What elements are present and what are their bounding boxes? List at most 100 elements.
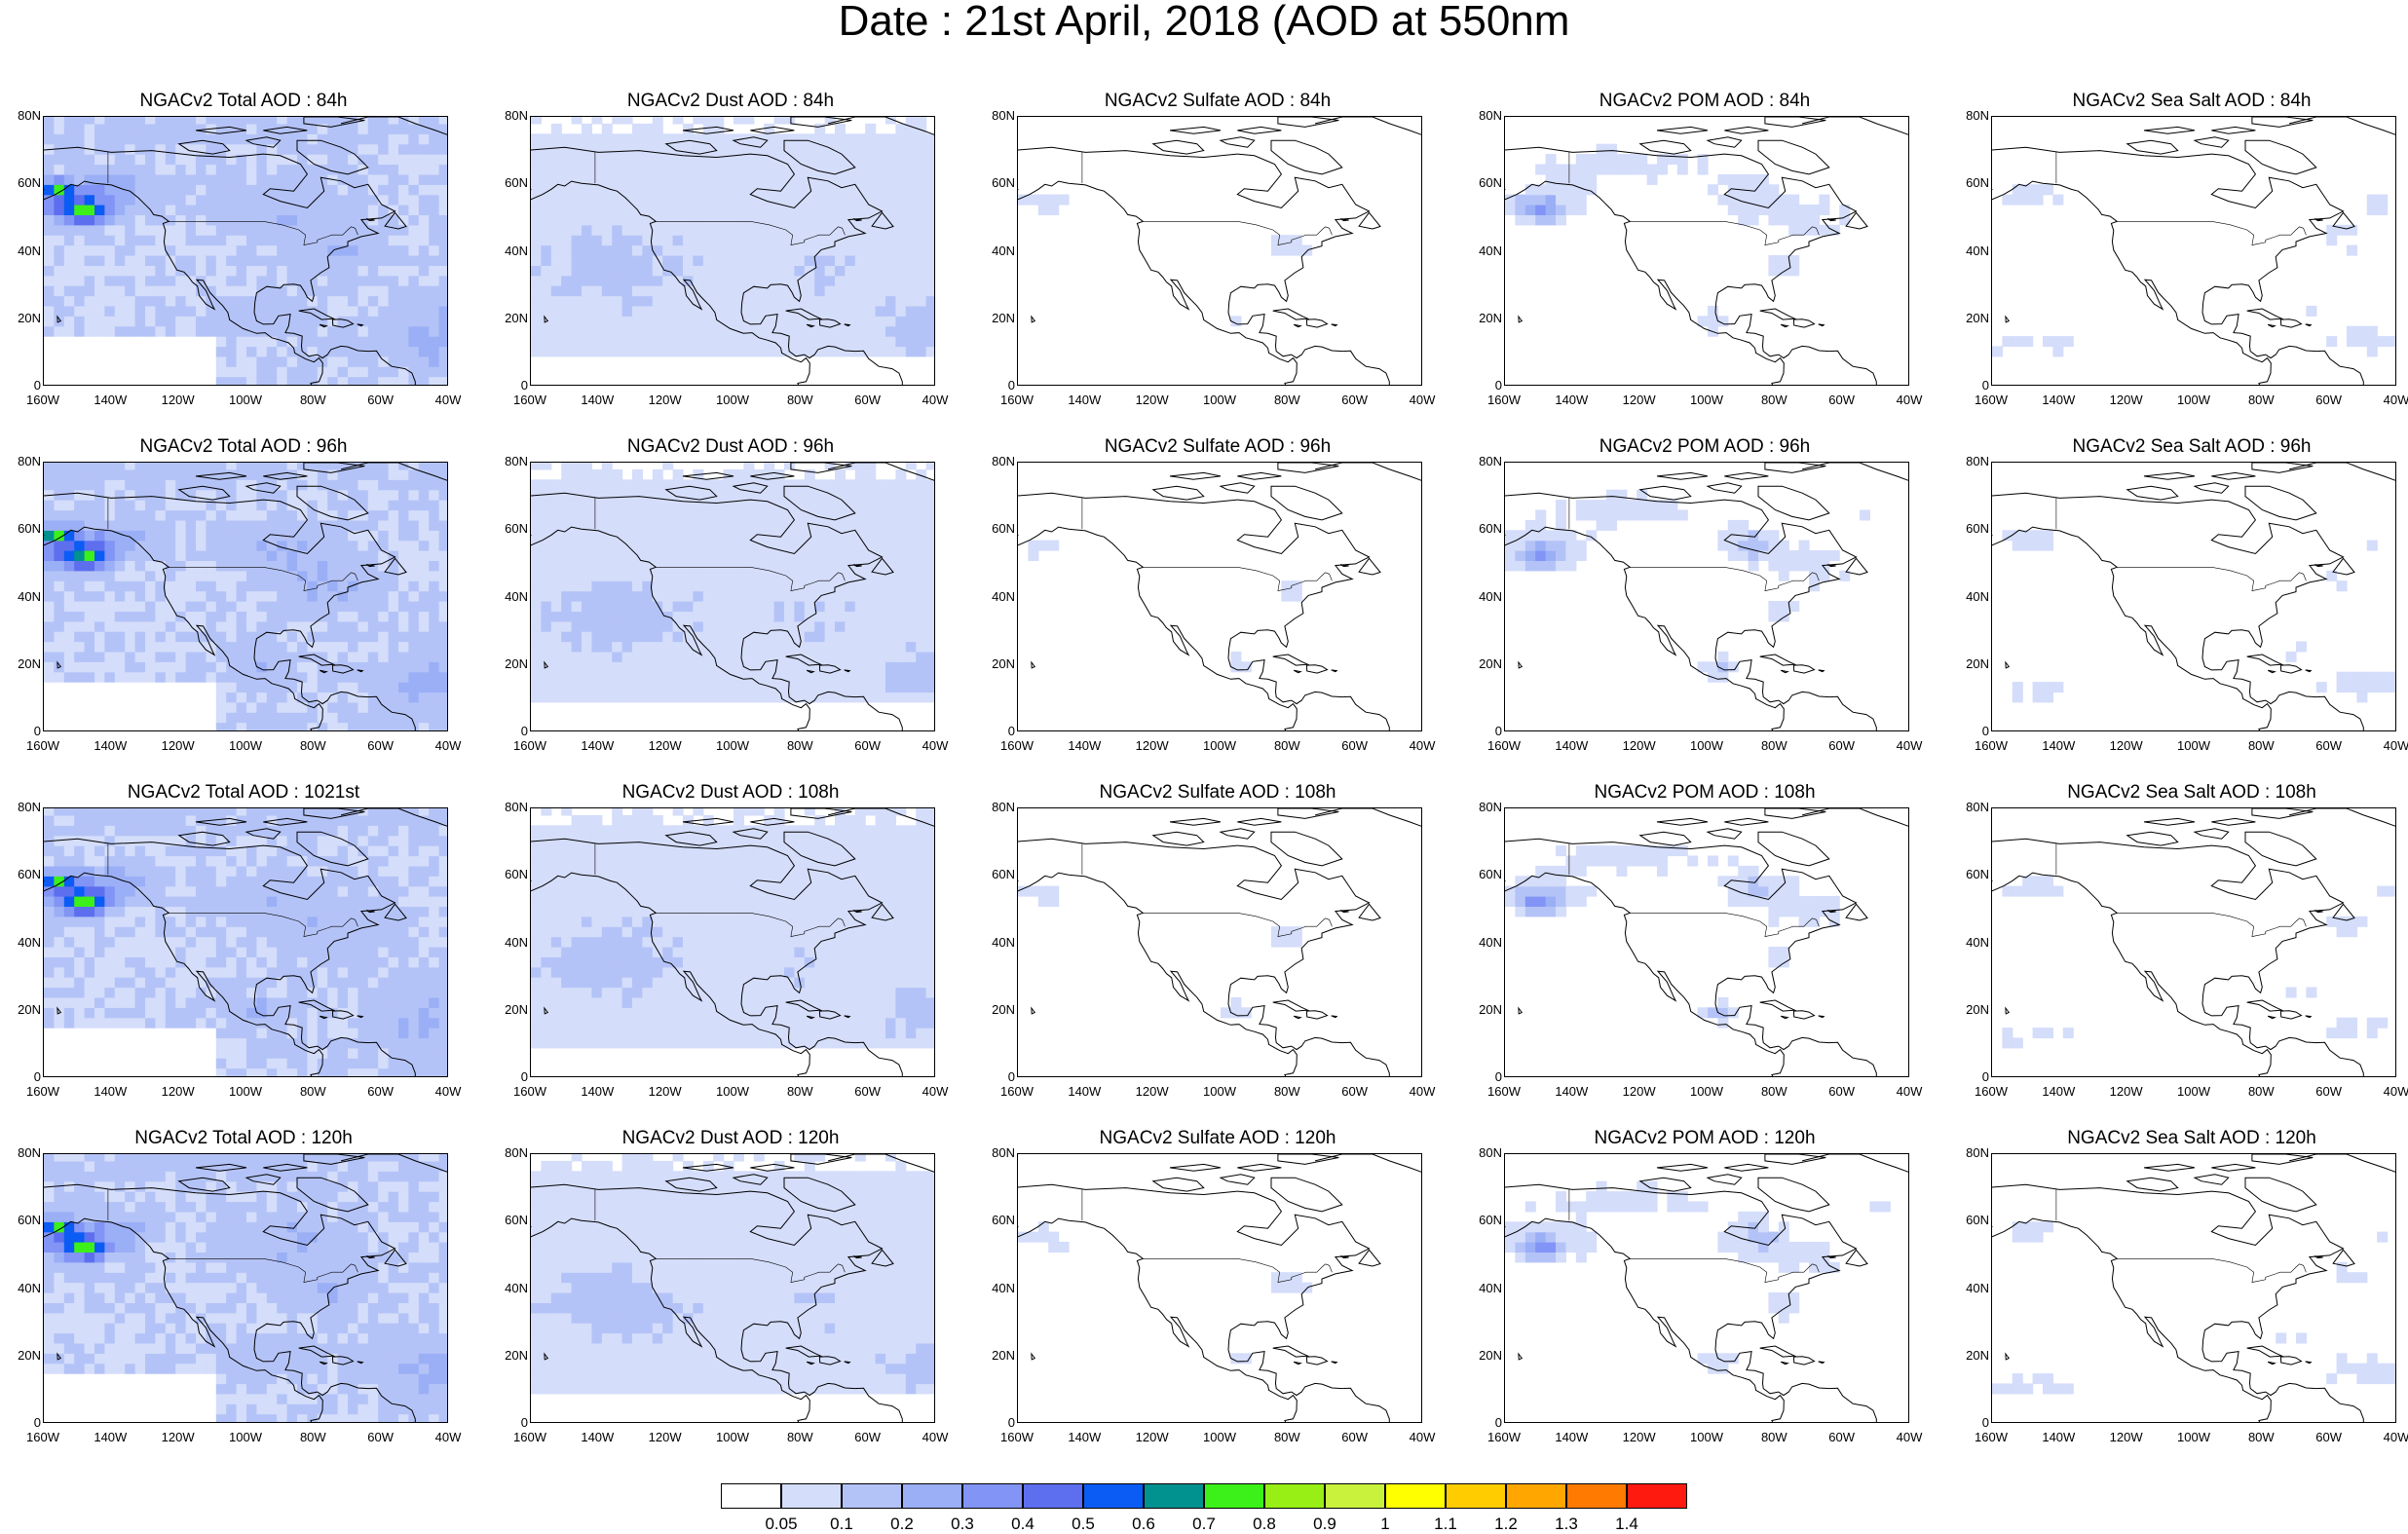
lat-tick-label: 80N	[489, 801, 528, 814]
colorbar-swatch	[1385, 1483, 1446, 1509]
coastlines	[1018, 808, 1422, 1077]
lat-tick-label: 80N	[976, 1146, 1015, 1160]
lat-tick-label: 60N	[1950, 522, 1989, 536]
lat-tick-label: 40N	[1950, 244, 1989, 258]
lon-tick-label: 160W	[14, 393, 72, 407]
lat-tick-label: 0	[1950, 1416, 1989, 1430]
lon-tick-label: 140W	[1055, 393, 1113, 407]
lon-tick-label: 140W	[1542, 1431, 1600, 1444]
lon-tick-label: 140W	[81, 1431, 139, 1444]
colorbar-label: 1.3	[1537, 1515, 1596, 1534]
lat-tick-label: 0	[2, 1070, 41, 1084]
lat-tick-label: 80N	[2, 455, 41, 468]
map-plot-area	[43, 807, 448, 1077]
colorbar-label: 1.2	[1477, 1515, 1535, 1534]
lon-tick-label: 120W	[2097, 739, 2156, 753]
map-plot-area	[1991, 116, 2396, 386]
lon-tick-label: 120W	[1123, 393, 1182, 407]
panel-title: NGACv2 Sea Salt AOD : 84h	[1948, 91, 2408, 112]
colorbar-label: 0.7	[1175, 1515, 1233, 1534]
lat-tick-label: 60N	[976, 176, 1015, 190]
lon-tick-label: 160W	[1962, 739, 2020, 753]
lat-tick-label: 20N	[489, 312, 528, 325]
lat-tick-label: 40N	[489, 244, 528, 258]
lat-tick-label: 20N	[976, 1349, 1015, 1363]
map-plot-area	[43, 462, 448, 731]
lon-tick-label: 60W	[1813, 1085, 1871, 1099]
lat-tick-label: 0	[2, 379, 41, 393]
lon-tick-label: 160W	[988, 1085, 1046, 1099]
lon-tick-label: 80W	[2232, 393, 2290, 407]
lat-tick-label: 40N	[1950, 590, 1989, 604]
colorbar-swatch	[1083, 1483, 1144, 1509]
panel-title: NGACv2 Dust AOD : 108h	[487, 782, 974, 804]
panel-title: NGACv2 Sulfate AOD : 120h	[974, 1128, 1461, 1149]
lon-tick-label: 160W	[14, 1431, 72, 1444]
lat-tick-label: 80N	[1463, 455, 1502, 468]
aod-map	[44, 808, 448, 1077]
lon-tick-label: 100W	[1190, 1085, 1249, 1099]
lat-tick-label: 40N	[976, 1282, 1015, 1295]
lat-tick-label: 60N	[1463, 176, 1502, 190]
lon-tick-label: 60W	[1326, 739, 1384, 753]
panel-title: NGACv2 Dust AOD : 96h	[487, 436, 974, 458]
lat-tick-label: 80N	[1463, 801, 1502, 814]
colorbar-swatch	[781, 1483, 842, 1509]
lon-tick-label: 160W	[14, 739, 72, 753]
colorbar-swatch	[1325, 1483, 1385, 1509]
lon-tick-label: 60W	[1813, 393, 1871, 407]
lon-tick-label: 60W	[839, 1431, 897, 1444]
lat-tick-label: 80N	[489, 455, 528, 468]
lat-tick-label: 0	[1463, 379, 1502, 393]
lat-tick-label: 0	[489, 725, 528, 738]
lon-tick-label: 120W	[636, 393, 695, 407]
lat-tick-label: 40N	[1950, 936, 1989, 950]
lon-tick-label: 40W	[1880, 393, 1938, 407]
lon-tick-label: 120W	[149, 1085, 207, 1099]
lat-tick-label: 20N	[2, 312, 41, 325]
lon-tick-label: 140W	[1542, 739, 1600, 753]
lon-tick-label: 120W	[149, 739, 207, 753]
aod-shading	[531, 117, 935, 356]
aod-shading	[1505, 144, 1850, 337]
lon-tick-label: 100W	[216, 1431, 275, 1444]
lon-tick-label: 100W	[1190, 739, 1249, 753]
lat-tick-label: 20N	[1463, 657, 1502, 671]
lat-tick-label: 60N	[1950, 1214, 1989, 1227]
lon-tick-label: 160W	[501, 393, 559, 407]
panel-title: NGACv2 Sulfate AOD : 108h	[974, 782, 1461, 804]
lon-tick-label: 140W	[1542, 1085, 1600, 1099]
panel-title: NGACv2 Sulfate AOD : 84h	[974, 91, 1461, 112]
map-plot-area	[530, 462, 935, 731]
lon-tick-label: 60W	[352, 1431, 410, 1444]
lon-tick-label: 100W	[2164, 393, 2223, 407]
lat-tick-label: 40N	[976, 244, 1015, 258]
aod-shading	[44, 808, 448, 1077]
lon-tick-label: 140W	[1055, 1431, 1113, 1444]
colorbar-swatch	[1204, 1483, 1264, 1509]
lon-tick-label: 60W	[1813, 1431, 1871, 1444]
lat-tick-label: 80N	[976, 109, 1015, 123]
aod-shading	[44, 1154, 448, 1423]
lon-tick-label: 60W	[1326, 1085, 1384, 1099]
lon-tick-label: 160W	[1475, 739, 1533, 753]
lat-tick-label: 20N	[489, 657, 528, 671]
lat-tick-label: 80N	[1950, 455, 1989, 468]
lon-tick-label: 120W	[149, 1431, 207, 1444]
lon-tick-label: 160W	[988, 1431, 1046, 1444]
lon-tick-label: 160W	[1475, 1085, 1533, 1099]
aod-map	[1505, 463, 1909, 731]
lat-tick-label: 80N	[1463, 109, 1502, 123]
lon-tick-label: 100W	[703, 1431, 762, 1444]
lat-tick-label: 80N	[2, 1146, 41, 1160]
lat-tick-label: 0	[489, 379, 528, 393]
colorbar-swatch	[1506, 1483, 1566, 1509]
lon-tick-label: 40W	[2367, 393, 2408, 407]
panel-title: NGACv2 POM AOD : 108h	[1461, 782, 1948, 804]
colorbar-label: 0.2	[873, 1515, 931, 1534]
lat-tick-label: 0	[489, 1070, 528, 1084]
